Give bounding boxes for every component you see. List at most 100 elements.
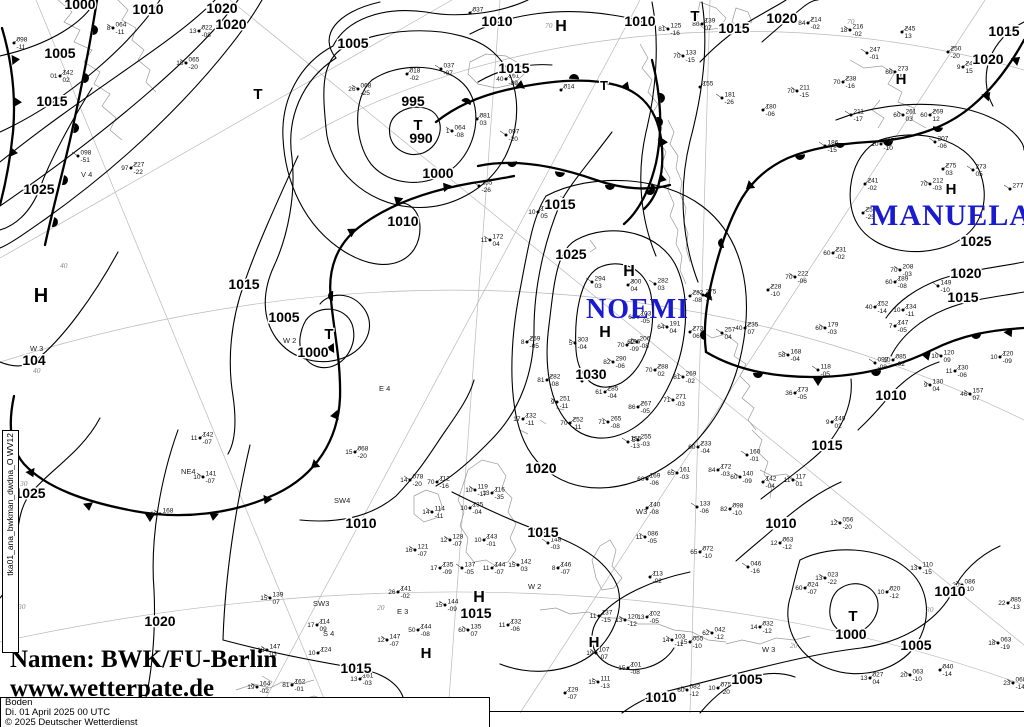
station-plot: 086-05 11 (636, 531, 659, 546)
warm-front-symbol (648, 183, 655, 193)
svg-text:-03: -03 (721, 471, 731, 478)
warm-front-symbol (971, 332, 981, 339)
station-plot: 098-11 (12, 37, 28, 51)
svg-text:273: 273 (976, 164, 987, 171)
svg-text:-15: -15 (800, 92, 810, 99)
svg-text:19: 19 (586, 650, 594, 657)
station-plot: 124 10 (308, 647, 331, 658)
station-plot: 253-25 (861, 207, 877, 221)
station-plot: 119-17 10 (465, 484, 488, 499)
svg-text:03: 03 (595, 283, 603, 290)
svg-text:-11: -11 (573, 424, 582, 431)
svg-text:15: 15 (588, 679, 596, 686)
svg-text:-16: -16 (846, 83, 856, 90)
isobar-label: 1005 (900, 637, 931, 653)
graticule-label: 20 (377, 603, 385, 612)
svg-text:07: 07 (273, 599, 281, 606)
svg-text:20: 20 (952, 582, 960, 589)
svg-text:181: 181 (725, 92, 736, 99)
svg-text:196: 196 (630, 339, 641, 346)
svg-text:15: 15 (618, 665, 626, 672)
low-center-label: T (848, 608, 857, 625)
svg-text:11: 11 (946, 368, 953, 375)
station-plot: 132-06 11 (499, 619, 522, 634)
svg-text:222: 222 (798, 271, 809, 278)
svg-text:11: 11 (481, 237, 488, 244)
svg-text:12: 12 (830, 520, 838, 527)
high-center-label: H (599, 324, 611, 341)
isobar-label: 1015 (36, 93, 67, 109)
svg-text:-02: -02 (410, 75, 420, 82)
svg-text:-07: -07 (453, 541, 463, 548)
station-plot: 014 (559, 84, 575, 92)
svg-text:7: 7 (889, 323, 893, 330)
isobar-label: 1025 (555, 246, 586, 262)
svg-text:148: 148 (551, 537, 562, 544)
isobar-label: 1015 (527, 524, 558, 540)
svg-text:-14: -14 (943, 671, 953, 678)
station-plot: 142-07 11 (191, 432, 214, 447)
svg-text:130: 130 (958, 365, 969, 372)
svg-text:17: 17 (430, 565, 438, 572)
svg-text:245: 245 (905, 26, 916, 33)
svg-text:10: 10 (931, 353, 939, 360)
svg-text:14: 14 (706, 296, 714, 303)
svg-text:-10: -10 (703, 553, 713, 560)
svg-text:-03: -03 (933, 185, 943, 192)
svg-text:146: 146 (561, 562, 572, 569)
svg-text:11: 11 (784, 477, 791, 484)
svg-text:139: 139 (273, 592, 284, 599)
svg-text:-04: -04 (766, 483, 776, 490)
svg-text:08: 08 (898, 73, 906, 80)
svg-text:-20: -20 (509, 136, 519, 143)
station-plot: 181-26 (715, 92, 736, 106)
warm-front-symbol (933, 126, 943, 132)
station-plot: 113-02 (648, 571, 663, 585)
svg-text:107: 107 (599, 647, 610, 654)
cold-front-symbol (9, 147, 18, 157)
svg-text:064: 064 (116, 22, 127, 29)
station-plot: 155 (698, 81, 714, 89)
station-plot: 103-05 63 (628, 311, 651, 326)
cold-front-symbol (1010, 56, 1021, 66)
svg-text:-20: -20 (413, 481, 423, 488)
svg-text:60: 60 (730, 474, 738, 481)
svg-text:-07: -07 (561, 569, 571, 576)
svg-text:129: 129 (568, 687, 579, 694)
station-plot: 137-05 (455, 562, 476, 576)
svg-text:132: 132 (526, 413, 537, 420)
isobar-label: 1010 (132, 1, 163, 17)
svg-text:10: 10 (460, 505, 468, 512)
svg-text:64: 64 (657, 324, 665, 331)
station-plot: 134-11 10 (893, 304, 916, 319)
svg-text:137: 137 (602, 610, 613, 617)
station-plot: 148-03 (541, 537, 562, 551)
svg-text:13: 13 (860, 675, 868, 682)
warm-front-symbol (83, 73, 89, 83)
svg-text:-08: -08 (421, 631, 431, 638)
station-plot: 238-16 70 (833, 76, 856, 91)
svg-text:233: 233 (701, 441, 712, 448)
svg-text:294: 294 (595, 276, 606, 283)
svg-text:60: 60 (823, 250, 831, 257)
svg-text:-02: -02 (811, 24, 821, 31)
isobar-label: 1005 (731, 671, 762, 687)
geo-label: NE4 (181, 467, 196, 476)
station-plot: 046-16 (741, 561, 762, 575)
svg-text:-10: -10 (913, 676, 923, 683)
svg-text:61: 61 (595, 389, 603, 396)
svg-text:60: 60 (885, 69, 893, 76)
svg-text:15: 15 (260, 595, 268, 602)
svg-text:15: 15 (680, 639, 688, 646)
svg-text:-01: -01 (295, 686, 305, 693)
station-plot: 161-03 13 (350, 673, 373, 688)
svg-text:10: 10 (871, 141, 879, 148)
